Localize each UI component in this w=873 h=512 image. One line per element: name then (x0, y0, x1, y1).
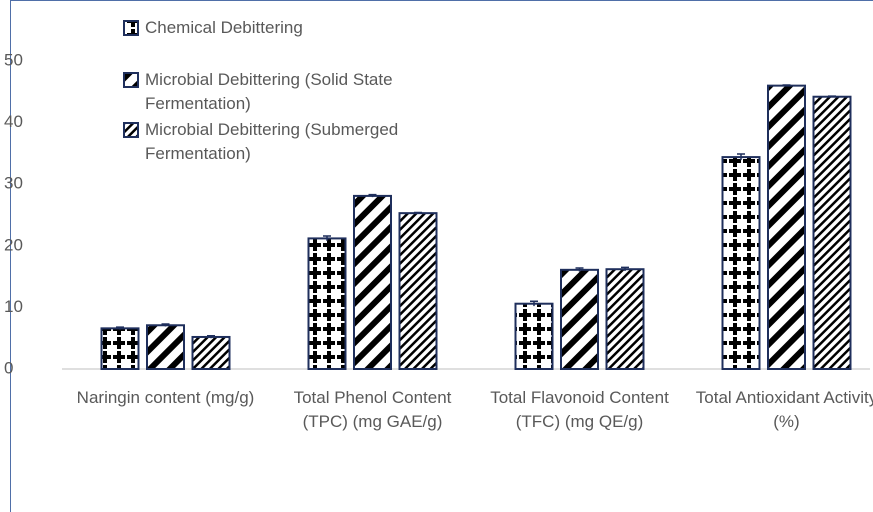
y-tick-label: 0 (4, 358, 13, 377)
error-bar (828, 95, 836, 98)
legend-swatch (123, 20, 139, 36)
bar (605, 268, 645, 371)
bar (514, 302, 554, 371)
legend-label: Microbial Debittering (Solid State Ferme… (145, 70, 393, 113)
error-bar (414, 211, 422, 214)
bar (812, 95, 852, 370)
error-bar (621, 266, 629, 272)
y-tick-label: 40 (4, 112, 23, 131)
bar (398, 212, 438, 370)
legend-swatch (123, 122, 139, 138)
frame (10, 0, 873, 512)
x-tick-label: Total Phenol Content (TPC) (mg GAE/g) (293, 388, 452, 431)
error-bar (323, 235, 331, 241)
x-tick-label: Total Flavonoid Content (TFC) (mg QE/g) (490, 388, 669, 431)
error-bar (530, 300, 538, 307)
error-bar (161, 323, 170, 327)
y-tick-label: 50 (4, 50, 23, 69)
legend-label: Microbial Debittering (Submerged Ferment… (145, 120, 399, 163)
error-bar (207, 334, 215, 339)
y-tick-label: 10 (4, 297, 23, 316)
bar (767, 84, 806, 370)
y-tick-label: 20 (4, 235, 23, 254)
error-bar (782, 84, 791, 87)
error-bar (116, 326, 124, 330)
legend-swatch (123, 72, 139, 88)
bar (307, 237, 347, 370)
error-bar (575, 267, 584, 272)
bar (191, 335, 231, 370)
y-tick-label: 30 (4, 174, 23, 193)
bar (560, 268, 599, 371)
bar (721, 156, 761, 370)
error-bar (368, 193, 377, 198)
bar (353, 194, 392, 370)
bar (100, 327, 140, 370)
legend-label: Chemical Debittering (145, 18, 303, 37)
error-bar (737, 153, 745, 161)
bar (146, 324, 185, 371)
x-tick-label: Naringin content (mg/g) (76, 388, 255, 407)
x-tick-label: Total Antioxidant Activity (%) (695, 388, 873, 431)
